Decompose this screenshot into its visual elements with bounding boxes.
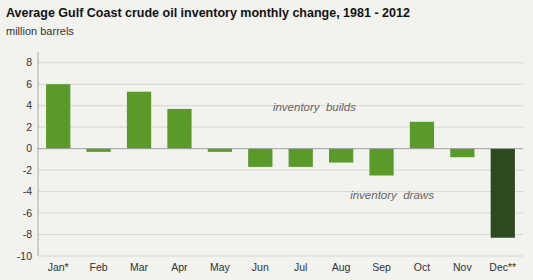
grid-line xyxy=(38,170,523,171)
bar xyxy=(491,149,515,238)
annotation: inventory builds xyxy=(273,101,356,113)
y-tick-label: -10 xyxy=(17,250,32,262)
bar xyxy=(208,149,232,152)
x-tick-label: Jul xyxy=(294,261,307,273)
grid-line xyxy=(38,127,523,128)
y-tick-label: -4 xyxy=(23,185,32,197)
x-tick-label: Jun xyxy=(252,261,269,273)
bar xyxy=(450,149,474,158)
x-tick-label: Aug xyxy=(332,261,351,273)
grid-line xyxy=(38,191,523,192)
bar xyxy=(127,92,151,149)
y-tick-label: -6 xyxy=(23,207,32,219)
y-tick-label: 6 xyxy=(26,78,32,90)
y-tick-label: -8 xyxy=(23,228,32,240)
y-tick-label: 8 xyxy=(26,56,32,68)
x-tick-label: Jan* xyxy=(48,261,69,273)
grid xyxy=(38,63,523,256)
y-axis-line xyxy=(38,52,39,256)
grid-line xyxy=(38,148,523,149)
y-tick-label: 4 xyxy=(26,99,32,111)
x-tick-label: Apr xyxy=(171,261,188,273)
bar xyxy=(87,149,111,152)
annotation: inventory draws xyxy=(350,189,434,201)
y-tick-label: 0 xyxy=(26,142,32,154)
y-tick-label: -2 xyxy=(23,164,32,176)
x-tick-label: Mar xyxy=(130,261,149,273)
x-tick-label: Oct xyxy=(414,261,430,273)
chart-container: Average Gulf Coast crude oil inventory m… xyxy=(0,0,533,280)
title: Average Gulf Coast crude oil inventory m… xyxy=(6,6,410,20)
bar xyxy=(410,122,434,149)
grid-line xyxy=(38,234,523,235)
x-tick-label: Sep xyxy=(372,261,391,273)
grid-line xyxy=(38,256,523,257)
bar xyxy=(167,109,191,149)
grid-line xyxy=(38,84,523,85)
chart-svg: Average Gulf Coast crude oil inventory m… xyxy=(0,0,533,280)
bar xyxy=(46,84,70,148)
y-tick-label: 2 xyxy=(26,121,32,133)
x-tick-label: Nov xyxy=(453,261,472,273)
x-tick-label: Dec** xyxy=(489,261,516,273)
bar xyxy=(289,149,313,167)
bar xyxy=(248,149,272,167)
x-tick-label: May xyxy=(210,261,231,273)
subtitle: million barrels xyxy=(6,25,74,37)
grid-line xyxy=(38,62,523,63)
zero-line xyxy=(38,148,523,149)
bars xyxy=(46,84,515,238)
x-tick-label: Feb xyxy=(90,261,108,273)
bar xyxy=(369,149,393,176)
bar xyxy=(329,149,353,163)
grid-line xyxy=(38,213,523,214)
